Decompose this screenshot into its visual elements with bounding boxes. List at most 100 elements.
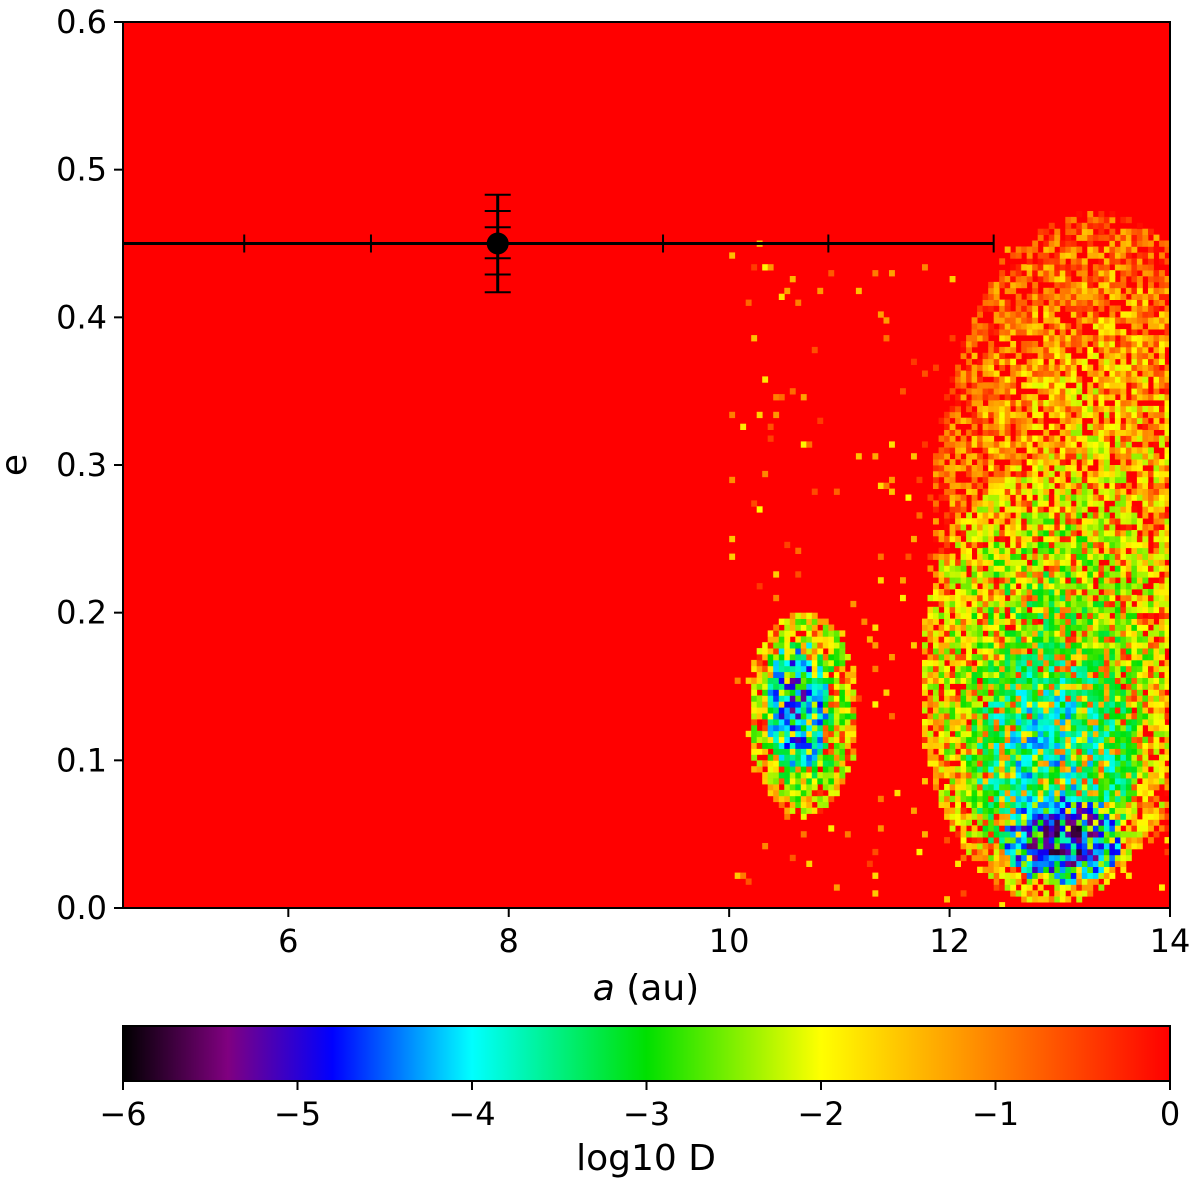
heatmap-cell: [1032, 825, 1039, 832]
heatmap-cell: [778, 760, 785, 767]
heatmap-cell: [1148, 364, 1154, 371]
heatmap-cell: [1032, 612, 1039, 619]
heatmap-cell: [795, 612, 802, 619]
heatmap-cell: [1114, 494, 1121, 501]
heatmap-cell: [1021, 795, 1028, 803]
heatmap-cell: [1076, 453, 1083, 460]
heatmap-cell: [1015, 677, 1022, 684]
heatmap-cell: [806, 659, 813, 667]
heatmap-cell: [944, 411, 950, 419]
heatmap-cell: [1125, 754, 1132, 761]
heatmap-cell: [1026, 872, 1033, 879]
heatmap-cell: [1103, 860, 1110, 867]
heatmap-cell: [822, 801, 829, 808]
heatmap-cell: [1120, 252, 1127, 259]
heatmap-cell: [1026, 358, 1033, 365]
heatmap-cell: [1098, 518, 1105, 525]
heatmap-cell: [1098, 583, 1105, 590]
heatmap-cell: [1125, 553, 1132, 560]
heatmap-cell: [1037, 766, 1044, 773]
heatmap-cell: [938, 707, 945, 714]
heatmap-cell: [1120, 441, 1127, 448]
heatmap-cell: [1103, 435, 1110, 442]
heatmap-cell: [1026, 724, 1033, 732]
heatmap-cell: [993, 837, 1000, 844]
heatmap-cell: [1087, 848, 1094, 856]
heatmap-cell: [1142, 825, 1149, 832]
heatmap-cell: [949, 606, 956, 614]
heatmap-cell: [789, 748, 796, 755]
heatmap-cell: [1070, 778, 1077, 785]
heatmap-cell: [999, 423, 1006, 430]
heatmap-cell: [1125, 453, 1132, 460]
heatmap-cell: [795, 648, 802, 655]
heatmap-cell: [1109, 323, 1116, 330]
heatmap-cell: [1125, 748, 1132, 755]
heatmap-cell: [872, 890, 879, 897]
heatmap-cell: [1142, 541, 1149, 549]
heatmap-cell: [1098, 376, 1105, 383]
heatmap-cell: [1131, 594, 1138, 602]
heatmap-cell: [811, 683, 818, 690]
heatmap-cell: [966, 530, 972, 537]
heatmap-cell: [1032, 382, 1039, 389]
heatmap-cell: [828, 772, 835, 779]
heatmap-cell: [1087, 287, 1094, 295]
heatmap-cell: [1015, 766, 1022, 773]
heatmap-cell: [839, 713, 846, 720]
heatmap-cell: [1065, 594, 1072, 602]
heatmap-cell: [817, 807, 824, 814]
heatmap-cell: [1021, 748, 1028, 755]
heatmap-cell: [762, 376, 769, 383]
heatmap-cell: [1136, 234, 1143, 241]
heatmap-cell: [1021, 801, 1028, 808]
heatmap-cell: [1037, 264, 1044, 271]
heatmap-cell: [1136, 388, 1143, 395]
heatmap-cell: [828, 754, 835, 761]
heatmap-cell: [1092, 482, 1099, 489]
heatmap-cell: [1070, 311, 1077, 318]
heatmap-cell: [784, 648, 791, 655]
heatmap-cell: [960, 719, 967, 726]
heatmap-cell: [1159, 825, 1165, 832]
heatmap-cell: [977, 866, 983, 873]
heatmap-cell: [1021, 470, 1028, 478]
heatmap-cell: [811, 624, 818, 631]
heatmap-cell: [988, 807, 995, 814]
heatmap-cell: [1021, 594, 1028, 602]
heatmap-cell: [1120, 524, 1127, 531]
heatmap-cell: [1131, 329, 1138, 336]
heatmap-cell: [1076, 535, 1083, 543]
heatmap-cell: [1103, 594, 1110, 602]
heatmap-cell: [1070, 831, 1077, 838]
heatmap-cell: [1159, 394, 1165, 401]
heatmap-cell: [1148, 659, 1154, 667]
heatmap-cell: [1114, 258, 1121, 265]
heatmap-cell: [850, 719, 857, 726]
heatmap-cell: [1076, 506, 1083, 513]
heatmap-cell: [784, 624, 791, 631]
heatmap-cell: [1032, 665, 1039, 673]
heatmap-cell: [944, 612, 950, 619]
heatmap-cell: [1076, 760, 1083, 767]
heatmap-cell: [1054, 299, 1061, 306]
heatmap-cell: [1054, 317, 1061, 324]
y-tick-label: 0.6: [56, 3, 107, 41]
heatmap-cell: [1131, 677, 1138, 684]
heatmap-cell: [784, 766, 791, 773]
heatmap-cell: [1010, 654, 1017, 661]
heatmap-cell: [1048, 482, 1055, 489]
heatmap-cell: [1043, 329, 1050, 336]
heatmap-cell: [1114, 642, 1121, 649]
heatmap-cell: [1015, 453, 1022, 460]
heatmap-cell: [1081, 535, 1088, 543]
heatmap-cell: [1142, 795, 1149, 803]
heatmap-cell: [1059, 618, 1066, 625]
heatmap-cell: [729, 553, 736, 560]
heatmap-cell: [999, 571, 1006, 578]
heatmap-cell: [1037, 606, 1044, 614]
heatmap-cell: [999, 854, 1006, 862]
heatmap-cell: [1098, 447, 1105, 454]
heatmap-cell: [1026, 441, 1033, 448]
heatmap-cell: [993, 843, 1000, 850]
